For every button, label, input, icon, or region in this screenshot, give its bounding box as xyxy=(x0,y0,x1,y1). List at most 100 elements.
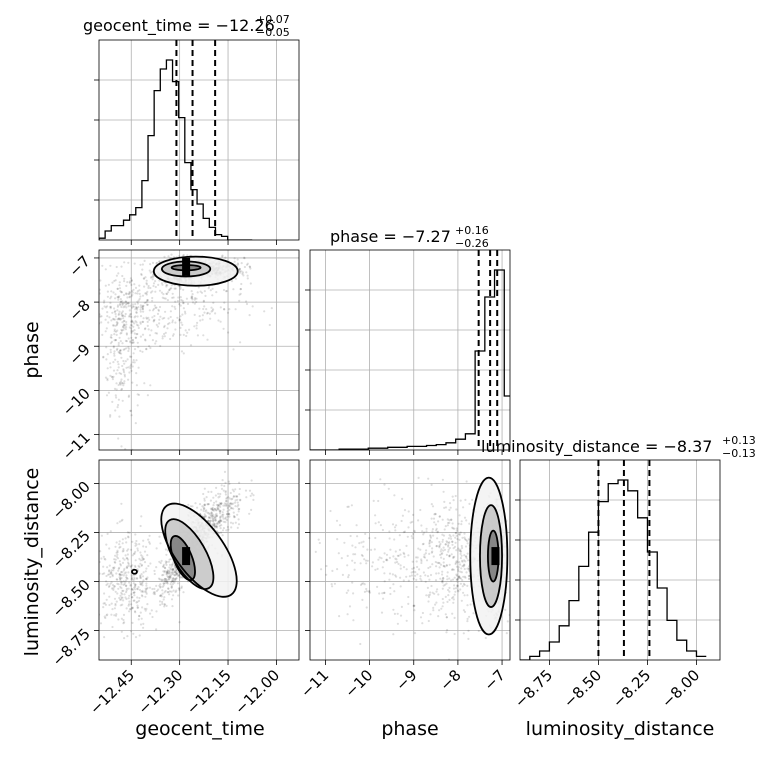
sample-point xyxy=(416,573,419,576)
title-geocent-time: geocent_time = −12.26 +0.07 −0.05 xyxy=(83,13,290,39)
sample-point xyxy=(226,510,229,513)
sample-point xyxy=(426,586,429,590)
sample-point xyxy=(179,333,182,336)
sample-point xyxy=(170,586,173,589)
sample-point xyxy=(113,310,116,314)
sample-point xyxy=(163,335,166,338)
sample-point xyxy=(157,283,160,286)
sample-point xyxy=(129,584,132,587)
density-frame xyxy=(309,459,511,661)
sample-point xyxy=(108,595,111,598)
sample-point xyxy=(411,532,415,536)
sample-point xyxy=(132,359,135,362)
sample-point xyxy=(199,319,202,322)
sample-point xyxy=(467,574,470,577)
sample-point xyxy=(460,523,463,526)
sample-point xyxy=(329,509,332,513)
sample-point xyxy=(239,288,242,291)
sample-point xyxy=(459,577,463,580)
sample-point xyxy=(117,618,120,621)
sample-point xyxy=(395,558,398,561)
sample-point xyxy=(385,559,388,562)
sample-point xyxy=(347,505,350,508)
sample-point xyxy=(447,548,450,551)
sample-point xyxy=(459,660,461,662)
sample-point xyxy=(428,539,431,543)
sample-point xyxy=(193,313,196,316)
sample-point xyxy=(114,558,117,561)
sample-point xyxy=(188,328,191,331)
sample-point xyxy=(117,295,120,298)
sample-point xyxy=(132,579,135,582)
sample-point xyxy=(232,511,235,514)
sample-point xyxy=(146,586,149,590)
sample-point xyxy=(171,305,174,308)
sample-point xyxy=(211,523,214,526)
sample-point xyxy=(141,582,144,585)
sample-point xyxy=(171,571,174,574)
sample-point xyxy=(112,361,115,364)
sample-point xyxy=(115,388,118,391)
sample-point xyxy=(104,616,107,620)
sample-point xyxy=(105,574,108,578)
sample-point xyxy=(458,561,461,564)
sample-point xyxy=(123,261,126,264)
sample-point xyxy=(190,296,193,300)
xtick-label-geocent-time: −12.00 xyxy=(231,666,283,718)
sample-point xyxy=(455,527,458,530)
sample-point xyxy=(128,296,131,299)
sample-point xyxy=(158,560,161,563)
sample-point xyxy=(420,524,423,527)
sample-point xyxy=(203,499,206,502)
sample-point xyxy=(169,310,172,313)
sample-point xyxy=(99,550,102,553)
sample-point xyxy=(120,311,123,314)
sample-point xyxy=(430,517,433,520)
sample-point xyxy=(142,320,145,323)
sample-point xyxy=(239,287,242,291)
sample-point xyxy=(232,495,235,498)
sample-point xyxy=(429,536,432,539)
sample-point xyxy=(162,565,165,568)
sample-point xyxy=(113,307,116,310)
sample-point xyxy=(126,577,129,580)
sample-point xyxy=(214,519,217,522)
title-geocent-time-text: geocent_time = −12.26 xyxy=(83,16,275,36)
sample-point xyxy=(116,360,119,363)
sample-point xyxy=(120,328,123,331)
sample-point xyxy=(141,584,144,587)
sample-point xyxy=(208,517,212,520)
sample-point xyxy=(445,553,448,557)
sample-point xyxy=(209,289,212,292)
sample-point xyxy=(116,329,119,332)
sample-point xyxy=(338,615,341,618)
sample-point xyxy=(119,300,122,304)
sample-point xyxy=(354,553,357,556)
sample-point xyxy=(111,376,114,379)
sample-point xyxy=(388,537,391,540)
sample-point xyxy=(213,524,216,527)
sample-point xyxy=(441,552,444,555)
sample-point xyxy=(113,585,116,588)
sample-point xyxy=(435,601,438,604)
sample-point xyxy=(149,263,152,266)
sample-point xyxy=(193,298,196,301)
sample-point xyxy=(464,538,467,541)
sample-point xyxy=(131,588,134,592)
sample-point xyxy=(152,319,155,322)
sample-point xyxy=(443,548,447,551)
density-content xyxy=(99,460,299,660)
sample-point xyxy=(111,281,114,284)
sample-point xyxy=(111,573,114,577)
xtick-label-phase: −11 xyxy=(297,666,332,701)
sample-point xyxy=(161,283,164,286)
sample-point xyxy=(453,555,456,558)
sample-point xyxy=(468,575,471,578)
sample-point xyxy=(138,297,141,300)
sample-point xyxy=(133,594,136,597)
sample-point xyxy=(211,515,214,518)
sample-point xyxy=(453,576,456,579)
sample-point xyxy=(420,579,423,582)
density-panel-phase-vs-luminosity-distance xyxy=(309,459,511,662)
sample-point xyxy=(176,572,179,575)
